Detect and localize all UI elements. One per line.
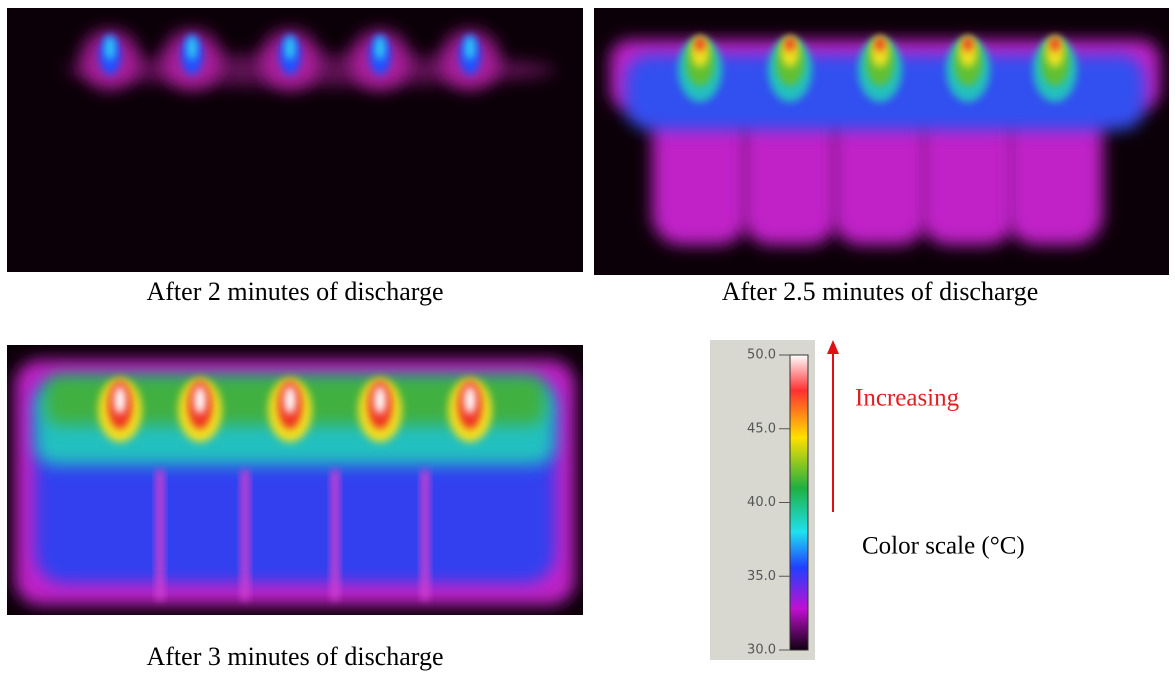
annotation: Increasing <box>855 385 960 412</box>
heat-spot <box>963 37 973 51</box>
tick-label: 40.0 <box>747 495 776 510</box>
heat-spot <box>375 36 385 60</box>
tick-label: 35.0 <box>747 569 776 584</box>
heat-spot <box>285 36 295 60</box>
caption: After 2 minutes of discharge <box>147 277 444 306</box>
caption: After 3 minutes of discharge <box>147 642 444 671</box>
tick-label: 45.0 <box>747 421 776 436</box>
caption: After 2.5 minutes of discharge <box>722 277 1039 306</box>
scale-label: Color scale (°C) <box>862 533 1025 560</box>
thermal-image-3 <box>7 345 583 615</box>
tick-label: 30.0 <box>747 643 776 658</box>
heat-spot <box>194 386 206 414</box>
thermal-image-2 <box>594 8 1169 275</box>
color-bar <box>789 354 809 651</box>
heat-spot <box>187 36 197 60</box>
heat-spot <box>105 36 115 60</box>
heat-spot <box>464 386 476 414</box>
heat-area <box>421 470 429 600</box>
heat-spot <box>114 386 126 414</box>
heat-spot <box>695 37 705 51</box>
heat-area <box>331 470 339 600</box>
heat-spot <box>465 36 475 60</box>
heat-spot <box>374 386 386 414</box>
heat-area <box>156 470 164 600</box>
heat-area <box>241 470 249 600</box>
heat-spot <box>284 386 296 414</box>
color-scale: Increasing Color scale (°C) 50.0 45.0 40.0… <box>710 340 1025 660</box>
heat-spot <box>1050 37 1060 51</box>
heat-spot <box>875 37 885 51</box>
thermal-image-1 <box>7 8 583 272</box>
heat-spot <box>785 37 795 51</box>
arrow-head <box>827 340 839 354</box>
tick-label: 50.0 <box>747 348 776 363</box>
